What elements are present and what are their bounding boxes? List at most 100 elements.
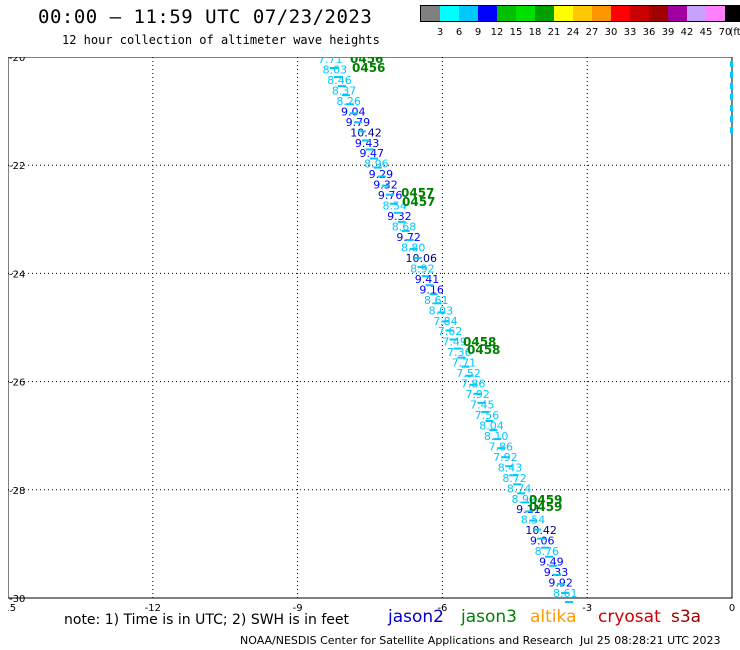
wave-height-value: 8.68 (392, 221, 417, 234)
pass-time-label: 0456 (352, 61, 385, 75)
legend-label: 21 (547, 27, 561, 38)
pass-time-label: 0457 (401, 186, 434, 200)
track-point (413, 257, 422, 260)
legend-label: 24 (566, 27, 580, 38)
track-point (513, 483, 522, 486)
track-point (349, 112, 358, 115)
track-point (481, 410, 490, 413)
track-point (341, 94, 350, 97)
track-point (529, 519, 538, 522)
wave-height-map: -15-12-9-6-30-20-22-24-26-28-307.718.038… (8, 57, 735, 614)
legend-label: 12 (490, 27, 504, 38)
legend-label: 30 (604, 27, 618, 38)
track-point (369, 157, 378, 160)
legend-unit: (ft) (729, 27, 740, 38)
track-point (421, 275, 430, 278)
legend-label: 18 (528, 27, 542, 38)
track-point-edge (730, 61, 733, 67)
y-tick-label: -24 (9, 269, 25, 280)
legend-swatch (459, 6, 478, 21)
track-point (473, 392, 482, 395)
legend-swatch (706, 6, 725, 21)
track-point (497, 447, 506, 450)
legend-swatch (687, 6, 706, 21)
wave-height-value: 9.29 (369, 168, 394, 181)
track-point (345, 103, 354, 106)
legend-swatch (611, 6, 630, 21)
track-point (485, 419, 494, 422)
wave-height-value: 9.11 (516, 503, 541, 516)
track-point (561, 591, 570, 594)
track-point (361, 139, 370, 142)
wave-height-value: 9.43 (355, 137, 380, 150)
legend-swatch (421, 6, 440, 21)
legend-swatch (478, 6, 497, 21)
wave-height-value: 8.72 (502, 472, 527, 485)
y-tick-label: -26 (9, 378, 25, 389)
track-point (453, 347, 462, 350)
track-point (429, 293, 438, 296)
track-point (389, 202, 398, 205)
legend-swatch (554, 6, 573, 21)
wave-height-value: 9.72 (396, 231, 421, 244)
track-point (545, 555, 554, 558)
legend-label: 45 (699, 27, 713, 38)
track-point (541, 546, 550, 549)
track-point (417, 266, 426, 269)
legend-swatch (649, 6, 668, 21)
wave-height-value: 9.33 (544, 566, 569, 579)
track-point (501, 456, 510, 459)
credit-line: NOAA/NESDIS Center for Satellite Applica… (240, 634, 574, 647)
track-point (461, 365, 470, 368)
wave-height-value: 8.03 (323, 63, 348, 76)
satellite-cryosat: cryosat (598, 607, 661, 627)
legend-label: 33 (623, 27, 637, 38)
x-tick-label: 0 (729, 603, 735, 614)
legend-swatch (516, 6, 535, 21)
track-point (357, 130, 366, 133)
legend-label: 70 (718, 27, 732, 38)
x-tick-label: -6 (437, 603, 447, 614)
legend-label: 42 (680, 27, 694, 38)
track-point (353, 121, 362, 124)
wave-height-value: 8.96 (364, 158, 389, 171)
track-point (425, 284, 434, 287)
track-point (465, 374, 474, 377)
wave-height-value: 10.42 (350, 126, 382, 139)
track-point (565, 601, 573, 603)
track-point (337, 85, 346, 88)
wave-height-value: 9.32 (387, 210, 412, 223)
pass-time-label: 0458 (467, 343, 500, 357)
satellite-altika: altika (530, 607, 577, 627)
pass-time-label: 0457 (402, 195, 435, 209)
wave-height-value: 8.74 (507, 482, 532, 495)
wave-height-value: 7.45 (470, 399, 495, 412)
track-point (373, 166, 382, 169)
wave-height-value: 9.41 (415, 273, 440, 286)
track-point-edge (730, 83, 733, 89)
wave-height-value: 8.03 (429, 304, 454, 317)
x-tick-label: -15 (8, 603, 16, 614)
wave-height-value: 9.49 (539, 556, 564, 569)
track-point (509, 474, 518, 477)
legend-swatch (535, 6, 554, 21)
legend-label: 15 (509, 27, 523, 38)
track-point (437, 311, 446, 314)
track-point-edge (730, 116, 733, 122)
wave-height-value: 9.06 (530, 535, 555, 548)
wave-height-value: 9.04 (341, 105, 366, 118)
track-point (493, 438, 502, 441)
wave-height-value: 8.04 (479, 419, 504, 432)
track-point (393, 211, 402, 214)
wave-height-value: 7.52 (456, 367, 481, 380)
pass-time-label: 0459 (529, 493, 562, 507)
legend-swatch (573, 6, 592, 21)
track-point (377, 175, 386, 178)
track-point (521, 501, 530, 504)
track-point (401, 229, 410, 232)
wave-height-value: 8.37 (332, 84, 357, 97)
track-point (537, 537, 546, 540)
legend-swatch (440, 6, 459, 21)
wave-height-value: 7.36 (447, 346, 472, 359)
